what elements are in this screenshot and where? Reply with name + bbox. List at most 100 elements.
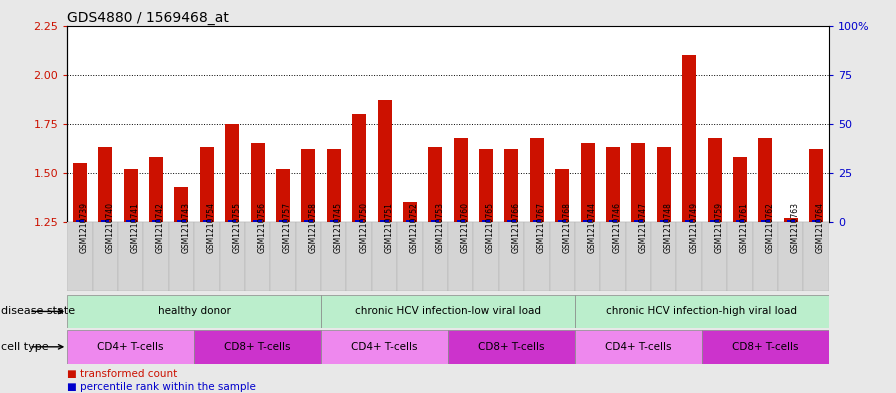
Text: CD8+ T-cells: CD8+ T-cells <box>224 342 291 352</box>
Bar <box>423 222 448 291</box>
Bar <box>175 187 188 222</box>
Text: GSM1210765: GSM1210765 <box>486 202 495 253</box>
Bar <box>403 202 417 222</box>
Bar <box>456 220 465 222</box>
Bar <box>321 222 347 291</box>
Bar <box>67 330 194 364</box>
Text: GSM1210764: GSM1210764 <box>816 202 825 253</box>
Bar <box>676 222 702 291</box>
Bar <box>143 222 168 291</box>
Bar <box>347 222 372 291</box>
Text: GSM1210746: GSM1210746 <box>613 202 622 253</box>
Bar <box>431 220 440 222</box>
Text: chronic HCV infection-low viral load: chronic HCV infection-low viral load <box>355 307 541 316</box>
Text: GSM1210743: GSM1210743 <box>181 202 191 253</box>
Text: GSM1210740: GSM1210740 <box>106 202 115 253</box>
Bar <box>67 222 92 291</box>
Bar <box>632 143 645 222</box>
Bar <box>276 169 290 222</box>
Bar <box>428 147 443 222</box>
Bar <box>327 149 340 222</box>
Bar <box>482 220 490 222</box>
Bar <box>575 222 600 291</box>
Bar <box>651 222 676 291</box>
Text: GSM1210759: GSM1210759 <box>715 202 724 253</box>
Bar <box>397 222 423 291</box>
Bar <box>352 114 366 222</box>
Text: GSM1210756: GSM1210756 <box>258 202 267 253</box>
Bar <box>151 220 160 222</box>
Bar <box>168 222 194 291</box>
Bar <box>685 220 694 222</box>
Bar <box>736 220 745 222</box>
Text: GSM1210754: GSM1210754 <box>207 202 216 253</box>
Text: GSM1210755: GSM1210755 <box>232 202 241 253</box>
Bar <box>804 222 829 291</box>
Text: GSM1210763: GSM1210763 <box>791 202 800 253</box>
Bar <box>787 220 795 222</box>
Bar <box>254 220 262 222</box>
Bar <box>556 169 569 222</box>
Bar <box>473 222 499 291</box>
Bar <box>702 222 728 291</box>
Text: CD8+ T-cells: CD8+ T-cells <box>732 342 798 352</box>
Bar <box>73 163 87 222</box>
Text: GSM1210747: GSM1210747 <box>638 202 648 253</box>
Bar <box>406 220 414 222</box>
Bar <box>728 222 753 291</box>
Bar <box>101 220 109 222</box>
Bar <box>702 330 829 364</box>
Bar <box>372 222 397 291</box>
Bar <box>812 220 821 222</box>
Bar <box>220 222 245 291</box>
Bar <box>453 138 468 222</box>
Bar <box>575 295 829 328</box>
Text: GSM1210739: GSM1210739 <box>80 202 89 253</box>
Bar <box>126 220 135 222</box>
Bar <box>708 138 721 222</box>
Bar <box>625 222 651 291</box>
Text: GSM1210742: GSM1210742 <box>156 202 165 253</box>
Bar <box>124 169 138 222</box>
Text: chronic HCV infection-high viral load: chronic HCV infection-high viral load <box>607 307 797 316</box>
Text: GSM1210751: GSM1210751 <box>384 202 393 253</box>
Text: GSM1210749: GSM1210749 <box>689 202 698 253</box>
Bar <box>279 220 288 222</box>
Bar <box>606 147 620 222</box>
Bar <box>321 330 448 364</box>
Bar <box>301 149 315 222</box>
Bar <box>377 100 392 222</box>
Text: GSM1210752: GSM1210752 <box>410 202 419 253</box>
Bar <box>657 147 671 222</box>
Bar <box>558 220 566 222</box>
Text: cell type: cell type <box>1 342 48 352</box>
Bar <box>321 295 575 328</box>
Bar <box>507 220 516 222</box>
Bar <box>600 222 625 291</box>
Text: CD4+ T-cells: CD4+ T-cells <box>98 342 164 352</box>
Text: GSM1210762: GSM1210762 <box>765 202 774 253</box>
Bar <box>753 222 778 291</box>
Bar <box>118 222 143 291</box>
Text: GSM1210748: GSM1210748 <box>664 202 673 253</box>
Text: GDS4880 / 1569468_at: GDS4880 / 1569468_at <box>67 11 229 24</box>
Text: CD4+ T-cells: CD4+ T-cells <box>605 342 672 352</box>
Bar <box>583 220 592 222</box>
Bar <box>761 220 770 222</box>
Bar <box>659 220 668 222</box>
Bar <box>634 220 642 222</box>
Text: CD4+ T-cells: CD4+ T-cells <box>351 342 418 352</box>
Bar <box>99 147 112 222</box>
Text: GSM1210741: GSM1210741 <box>131 202 140 253</box>
Bar <box>608 220 617 222</box>
Bar <box>67 295 321 328</box>
Bar <box>304 220 313 222</box>
Text: GSM1210768: GSM1210768 <box>563 202 572 253</box>
Text: GSM1210766: GSM1210766 <box>512 202 521 253</box>
Bar <box>784 218 797 222</box>
Bar <box>296 222 321 291</box>
Bar <box>228 220 237 222</box>
Bar <box>448 222 473 291</box>
Text: GSM1210757: GSM1210757 <box>283 202 292 253</box>
Text: ■ transformed count: ■ transformed count <box>67 369 177 379</box>
